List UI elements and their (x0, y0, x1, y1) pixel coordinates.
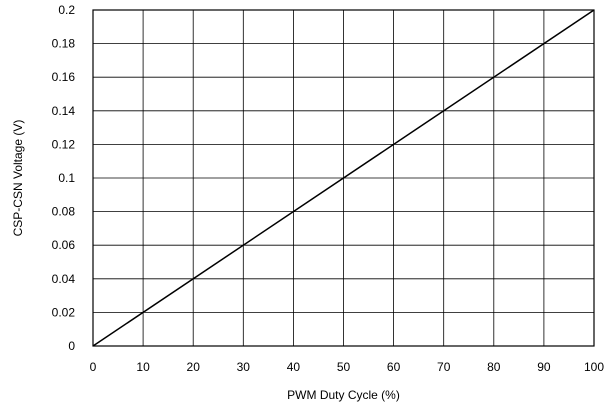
x-axis-label: PWM Duty Cycle (%) (287, 388, 400, 402)
y-tick-label: 0 (68, 339, 75, 353)
y-axis-tick-labels: 0 0.02 0.04 0.06 0.08 0.1 0.12 0.14 0.16 0.18 0.2 (52, 3, 76, 353)
y-tick-label: 0.18 (52, 37, 76, 51)
x-tick-label: 70 (437, 360, 451, 374)
plot-area-frame (92, 9, 595, 347)
x-tick-label: 100 (584, 360, 604, 374)
x-tick-label: 0 (90, 360, 97, 374)
y-tick-label: 0.06 (52, 238, 76, 252)
y-tick-label: 0.04 (52, 272, 76, 286)
y-axis-label: CSP-CSN Voltage (V) (11, 120, 25, 237)
series-line (92, 9, 595, 347)
x-tick-label: 20 (187, 360, 201, 374)
x-tick-label: 40 (287, 360, 301, 374)
x-tick-label: 90 (537, 360, 551, 374)
y-tick-label: 0.2 (58, 3, 75, 17)
y-tick-label: 0.1 (58, 171, 75, 185)
series-group (92, 9, 595, 347)
y-tick-label: 0.02 (52, 305, 76, 319)
x-tick-label: 30 (237, 360, 251, 374)
x-axis-tick-labels: 0 10 20 30 40 50 60 70 80 90 100 (90, 360, 605, 374)
x-tick-label: 60 (387, 360, 401, 374)
y-tick-label: 0.12 (52, 137, 76, 151)
y-tick-label: 0.16 (52, 70, 76, 84)
y-tick-label: 0.14 (52, 104, 76, 118)
x-tick-label: 80 (487, 360, 501, 374)
x-tick-label: 10 (136, 360, 150, 374)
y-tick-label: 0.08 (52, 205, 76, 219)
x-tick-label: 50 (337, 360, 351, 374)
